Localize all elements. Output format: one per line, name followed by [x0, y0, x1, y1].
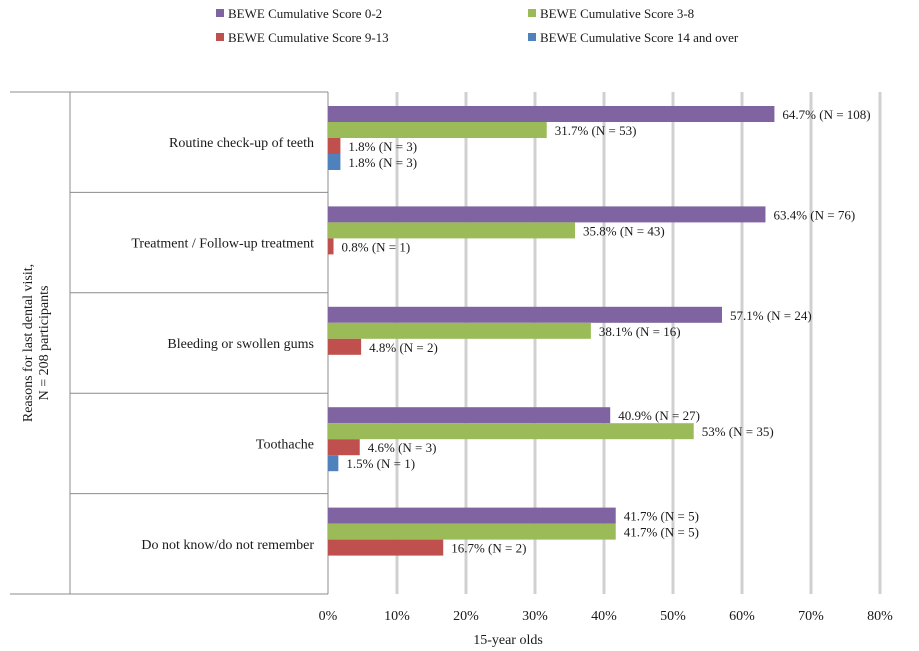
y-axis-title: Reasons for last dental visit,N = 208 pa… — [21, 264, 52, 422]
legend-label: BEWE Cumulative Score 0-2 — [228, 6, 382, 21]
data-label: 40.9% (N = 27) — [618, 408, 700, 423]
legend-swatch — [216, 33, 224, 41]
bar — [328, 238, 334, 255]
category-labels: Routine check-up of teeth Treatment / Fol… — [131, 136, 314, 553]
y-axis-title-text: Reasons for last dental visit,N = 208 pa… — [21, 264, 52, 422]
bar — [328, 423, 694, 440]
legend-label: BEWE Cumulative Score 3-8 — [540, 6, 694, 21]
data-label: 38.1% (N = 16) — [599, 324, 681, 339]
data-label: 16.7% (N = 2) — [451, 541, 526, 556]
data-label: 4.6% (N = 3) — [368, 440, 437, 455]
data-label: 53% (N = 35) — [702, 424, 774, 439]
category-label: Bleeding or swollen gums — [167, 337, 314, 352]
bar — [328, 306, 722, 323]
category-label: Treatment / Follow-up treatment — [131, 237, 314, 252]
x-tick-label: 50% — [660, 609, 686, 624]
legend-swatch — [216, 9, 224, 17]
data-label: 63.4% (N = 76) — [773, 207, 855, 222]
bars: 64.7% (N = 108) 31.7% (N = 53) 1.8% (N = 3… — [328, 106, 871, 556]
bar — [328, 222, 576, 239]
bar — [328, 407, 611, 424]
bar — [328, 106, 775, 122]
x-tick-label: 80% — [867, 609, 893, 624]
bar — [328, 122, 547, 138]
x-tick-label: 10% — [384, 609, 410, 624]
data-label: 1.8% (N = 3) — [348, 155, 417, 170]
data-label: 1.8% (N = 3) — [348, 139, 417, 154]
gridlines — [395, 92, 882, 594]
bar — [328, 338, 362, 355]
bar — [328, 206, 766, 223]
category-label: Do not know/do not remember — [141, 538, 314, 553]
legend-label: BEWE Cumulative Score 14 and over — [540, 30, 739, 45]
bar — [328, 523, 616, 540]
data-label: 31.7% (N = 53) — [555, 123, 637, 138]
category-label: Toothache — [256, 437, 314, 452]
bar — [328, 322, 591, 339]
data-label: 35.8% (N = 43) — [583, 223, 665, 238]
legend: BEWE Cumulative Score 0-2 BEWE Cumulative… — [216, 6, 739, 45]
bar — [328, 138, 341, 154]
x-tick-label: 60% — [729, 609, 755, 624]
legend-swatch — [528, 9, 536, 17]
bar — [328, 539, 444, 556]
data-label: 41.7% (N = 5) — [624, 509, 699, 524]
bar — [328, 154, 341, 170]
x-tick-label: 20% — [453, 609, 479, 624]
data-label: 1.5% (N = 1) — [346, 456, 415, 471]
legend-label: BEWE Cumulative Score 9-13 — [228, 30, 389, 45]
data-label: 57.1% (N = 24) — [730, 308, 812, 323]
data-label: 64.7% (N = 108) — [782, 107, 870, 122]
x-tick-label: 70% — [798, 609, 824, 624]
data-label: 41.7% (N = 5) — [624, 525, 699, 540]
legend-swatch — [528, 33, 536, 41]
bar — [328, 455, 339, 472]
x-axis-title: 15-year olds — [473, 633, 543, 648]
x-tick-label: 30% — [522, 609, 548, 624]
x-tick-label: 40% — [591, 609, 617, 624]
bar — [328, 507, 616, 524]
x-tick-labels: 0% 10% 20% 30% 40% 50% 60% 70% 80% — [319, 609, 894, 624]
data-label: 4.8% (N = 2) — [369, 340, 438, 355]
category-label: Routine check-up of teeth — [169, 136, 314, 151]
bar — [328, 439, 360, 456]
x-tick-label: 0% — [319, 609, 338, 624]
data-label: 0.8% (N = 1) — [342, 239, 411, 254]
